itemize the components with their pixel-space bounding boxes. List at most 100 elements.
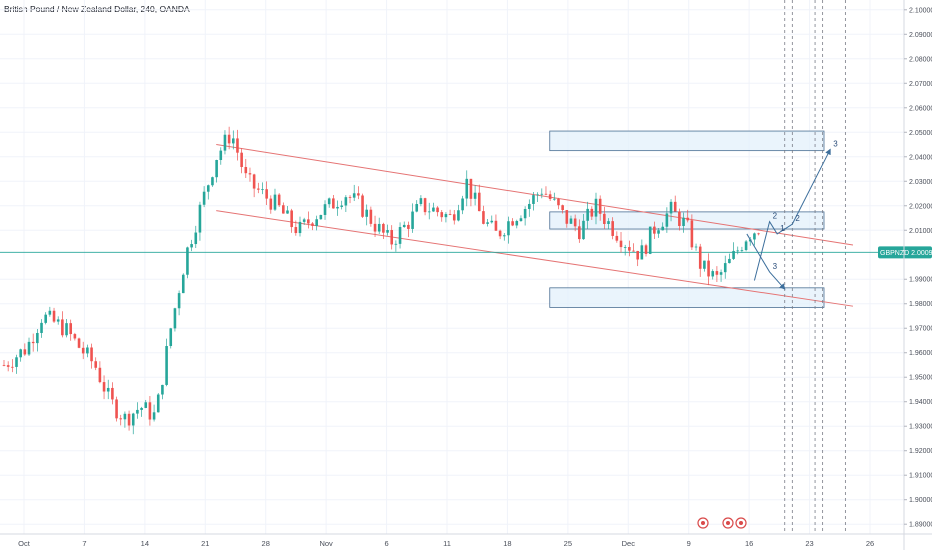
candle-body — [190, 244, 193, 248]
y-tick-label: 2.01000 — [909, 228, 932, 235]
candle-body — [219, 150, 223, 160]
x-tick-label: 14 — [141, 539, 149, 548]
event-markers[interactable] — [697, 517, 747, 529]
candle-body — [653, 226, 656, 234]
y-tick-label: 2.04000 — [909, 154, 932, 161]
candle-body — [632, 250, 635, 252]
y-tick-label: 2.07000 — [909, 81, 932, 88]
candle-body — [715, 271, 719, 275]
y-tick-label: 1.93000 — [909, 424, 932, 431]
candle-body — [678, 211, 681, 226]
event-flag-icon-dot — [726, 521, 730, 525]
candle-body — [373, 223, 377, 232]
candle-body — [640, 245, 644, 260]
price-zone[interactable] — [549, 287, 825, 308]
channel-line-upper[interactable] — [216, 144, 854, 246]
candle-body — [315, 219, 318, 226]
x-tick-label: Dec — [622, 539, 636, 548]
y-tick-label: 2.10000 — [909, 7, 932, 14]
candle-body — [81, 347, 85, 354]
candle-body — [469, 178, 473, 199]
candle-body — [553, 198, 556, 200]
candle-body — [623, 247, 627, 248]
x-tick-label: 7 — [82, 539, 86, 548]
candle-body — [248, 173, 252, 175]
candle-body — [90, 347, 93, 362]
candle-body — [477, 192, 481, 212]
candle-body — [119, 418, 123, 420]
y-tick-label: 1.91000 — [909, 473, 932, 480]
candle-body — [377, 223, 381, 232]
candle-body — [665, 213, 669, 227]
candle-body — [440, 212, 444, 218]
channel-line-lower[interactable] — [216, 210, 854, 307]
candle-body — [94, 361, 98, 368]
candle-body — [127, 413, 131, 426]
candle-body — [661, 226, 665, 231]
time-axis[interactable]: Oct 7 14 21 28 Nov 6 11 18 25 Dec 9 16 23 26 — [0, 533, 932, 548]
candle-body — [611, 221, 614, 236]
candle-body — [65, 323, 68, 336]
candle-body — [486, 222, 489, 224]
support-resistance-zones[interactable] — [549, 130, 825, 308]
candle-body — [686, 217, 690, 221]
candle-body — [436, 207, 439, 213]
candle-body — [723, 263, 727, 273]
candle-body — [669, 201, 673, 214]
candle-body — [536, 194, 539, 196]
candle-body — [11, 366, 14, 368]
candle-body — [302, 219, 306, 222]
candle-body — [565, 210, 569, 224]
candle-body — [427, 211, 431, 213]
candle-body — [344, 197, 348, 206]
candle-body — [227, 134, 231, 144]
candle-body — [527, 203, 531, 210]
candle-body — [44, 314, 47, 323]
x-tick-label: 26 — [866, 539, 874, 548]
candle-body — [244, 166, 248, 174]
candle-body — [473, 192, 477, 199]
candle-body — [23, 349, 27, 355]
candle-body — [261, 189, 264, 191]
candle-body — [753, 233, 756, 240]
candle-body — [257, 188, 260, 190]
candle-body — [578, 226, 581, 240]
candle-body — [327, 198, 331, 205]
candle-body — [519, 218, 523, 222]
candle-body — [140, 407, 143, 410]
candle-body — [711, 271, 715, 277]
candle-body — [573, 218, 577, 227]
candle-body — [19, 349, 22, 358]
x-tick-label: 28 — [262, 539, 270, 548]
candle-body — [603, 213, 606, 224]
candle-body — [282, 205, 285, 214]
candle-body — [590, 208, 594, 217]
price-zone[interactable] — [549, 130, 825, 152]
candle-body — [352, 193, 356, 198]
trend-channel[interactable] — [216, 144, 854, 307]
x-tick-label: 21 — [201, 539, 209, 548]
candle-body — [490, 220, 494, 223]
candle-body — [411, 211, 414, 229]
candle-body — [557, 198, 560, 206]
candle-body — [740, 250, 744, 251]
candle-body — [698, 246, 702, 269]
candle-body — [415, 204, 419, 212]
candle-body — [419, 198, 423, 205]
price-axis[interactable]: 2.10000 2.09000 2.08000 2.07000 2.06000 2.050… — [903, 0, 932, 550]
candle-body — [452, 214, 456, 221]
wave-label: 2 — [795, 214, 800, 223]
chart-grid — [0, 0, 904, 534]
x-tick-label: 11 — [443, 539, 451, 548]
x-tick-label: 6 — [384, 539, 388, 548]
wave-projection-down[interactable] — [746, 233, 786, 290]
y-tick-label: 1.99000 — [909, 277, 932, 284]
price-zone[interactable] — [549, 211, 825, 230]
candle-body — [319, 214, 323, 220]
candle-body — [569, 218, 573, 224]
candle-body — [77, 338, 81, 348]
candle-body — [502, 235, 506, 237]
wave-projection-up[interactable] — [753, 148, 831, 281]
